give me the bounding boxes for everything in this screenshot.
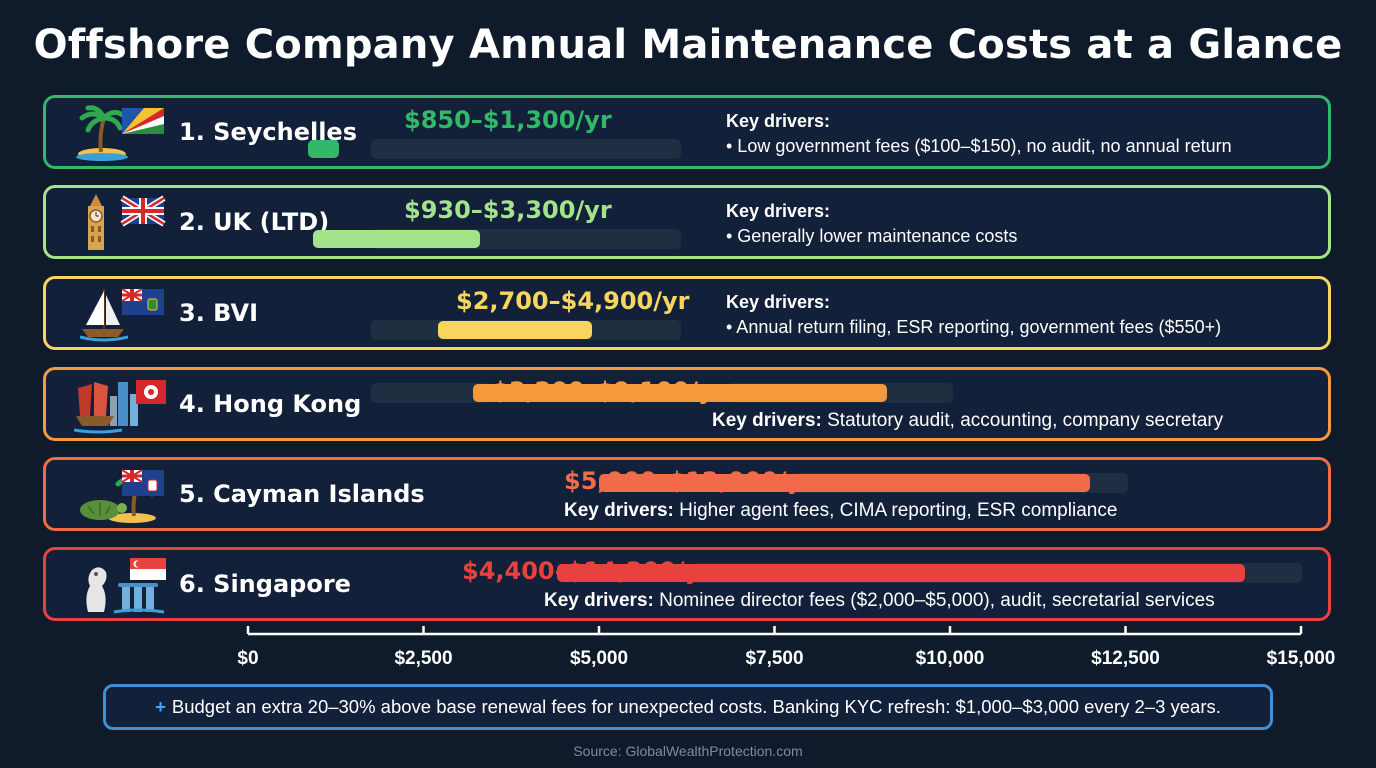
x-axis: $0 $2,500 $5,000 $7,500 $10,000 $12,500 $15,00… bbox=[237, 626, 1336, 669]
cost-label: $930–$3,300/yr bbox=[404, 196, 612, 224]
cost-range-bar bbox=[472, 384, 887, 402]
cayman-flag-icon bbox=[121, 469, 164, 496]
x-tick-label: $7,500 bbox=[745, 648, 803, 669]
turtle-island-icon bbox=[80, 469, 164, 523]
merlion-marina-bay-icon bbox=[86, 558, 166, 614]
seychelles-flag-icon bbox=[122, 108, 164, 134]
drivers-text: • Generally lower maintenance costs bbox=[726, 226, 1018, 246]
drivers-label: Key drivers: bbox=[726, 292, 831, 312]
budget-note-text: Budget an extra 20–30% above base renewa… bbox=[171, 696, 1221, 717]
bar-track bbox=[371, 139, 681, 159]
x-tick-label: $2,500 bbox=[394, 648, 452, 669]
drivers-line: Key drivers: Nominee director fees ($2,0… bbox=[544, 590, 1215, 612]
cost-range-bar bbox=[599, 474, 1091, 492]
hong-kong-flag-icon bbox=[136, 380, 166, 404]
drivers-text: • Low government fees ($100–$150), no au… bbox=[726, 136, 1232, 156]
chart-title: Offshore Company Annual Maintenance Cost… bbox=[33, 22, 1343, 68]
island-palm-icon bbox=[76, 105, 164, 161]
x-tick-label: $10,000 bbox=[916, 648, 985, 669]
x-tick-label: $12,500 bbox=[1091, 648, 1160, 669]
drivers-text: • Annual return filing, ESR reporting, g… bbox=[726, 317, 1222, 337]
hong-kong-junk-skyline-icon bbox=[74, 380, 166, 434]
row-bvi: 3. BVI $2,700–$4,900/yr Key drivers: • A… bbox=[43, 276, 1331, 350]
cost-range-bar bbox=[437, 321, 592, 339]
cost-label: $850–$1,300/yr bbox=[404, 106, 612, 134]
cost-range-bar bbox=[307, 140, 340, 158]
plus-icon: + bbox=[155, 696, 166, 717]
row-name: 3. BVI bbox=[179, 299, 258, 327]
row-name: 4. Hong Kong bbox=[179, 390, 362, 418]
cost-range-bar bbox=[556, 564, 1245, 582]
x-tick-label: $15,000 bbox=[1267, 648, 1336, 669]
row-cayman-islands: 5. Cayman Islands $5,000–$12,000/yr Key … bbox=[43, 457, 1331, 531]
row-seychelles: 1. Seychelles $850–$1,300/yr Key drivers… bbox=[43, 95, 1331, 169]
bvi-flag-icon bbox=[121, 288, 164, 315]
drivers-label: Key drivers: bbox=[544, 590, 654, 611]
drivers-line: Key drivers: Higher agent fees, CIMA rep… bbox=[564, 500, 1117, 522]
row-singapore: 6. Singapore $4,400–$14,200/yr Key drive… bbox=[43, 547, 1331, 621]
drivers-label: Key drivers: bbox=[726, 111, 831, 131]
drivers-label: Key drivers: bbox=[712, 410, 822, 431]
cost-label: $2,700–$4,900/yr bbox=[456, 287, 690, 315]
singapore-flag-icon bbox=[130, 558, 166, 580]
sailboat-icon bbox=[79, 288, 164, 342]
cost-range-bar bbox=[313, 230, 480, 248]
uk-flag-icon bbox=[120, 195, 166, 227]
row-hong-kong: 4. Hong Kong $3,200–$9,100/yr Key driver… bbox=[43, 367, 1331, 441]
drivers-label: Key drivers: bbox=[564, 500, 674, 521]
drivers-line: Key drivers: Statutory audit, accounting… bbox=[712, 410, 1223, 432]
row-uk: 2. UK (LTD) $930–$3,300/yr Key drivers: … bbox=[43, 185, 1331, 259]
big-ben-icon bbox=[88, 194, 166, 250]
drivers-text: Statutory audit, accounting, company sec… bbox=[827, 410, 1224, 431]
row-name: 6. Singapore bbox=[179, 570, 351, 598]
drivers-text: Nominee director fees ($2,000–$5,000), a… bbox=[659, 590, 1215, 611]
x-tick-label: $5,000 bbox=[570, 648, 628, 669]
x-tick-label: $0 bbox=[237, 648, 258, 669]
source-credit: Source: GlobalWealthProtection.com bbox=[573, 743, 803, 759]
row-name: 2. UK (LTD) bbox=[179, 208, 330, 236]
budget-note: + Budget an extra 20–30% above base renew… bbox=[103, 684, 1273, 730]
drivers-text: Higher agent fees, CIMA reporting, ESR c… bbox=[679, 500, 1118, 521]
drivers-label: Key drivers: bbox=[726, 201, 831, 221]
row-name: 5. Cayman Islands bbox=[179, 480, 425, 508]
